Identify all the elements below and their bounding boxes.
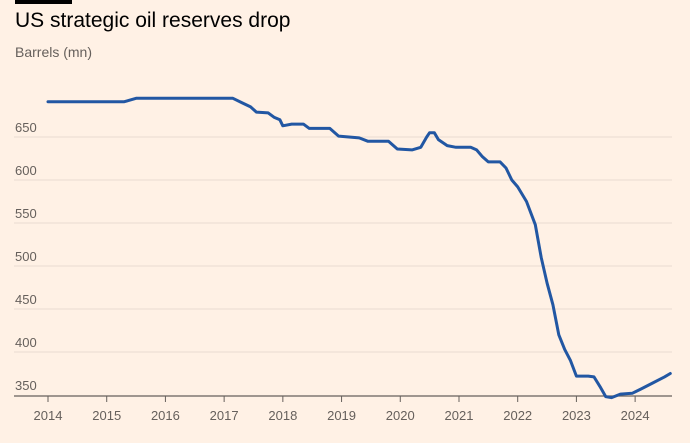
- chart-subtitle: Barrels (mn): [15, 44, 93, 60]
- series-layer: [46, 96, 672, 400]
- x-tick-label-2017: 2017: [210, 408, 239, 423]
- x-tick-label-2023: 2023: [562, 408, 591, 423]
- gridlines: [14, 136, 672, 353]
- x-tick-label-2019: 2019: [327, 408, 356, 423]
- y-tick-label-500: 500: [15, 249, 37, 264]
- x-tick-label-2022: 2022: [503, 408, 532, 423]
- x-tick-label-2021: 2021: [445, 408, 474, 423]
- y-tick-label-350: 350: [15, 378, 37, 393]
- y-tick-label-400: 400: [15, 335, 37, 350]
- x-tick-label-2020: 2020: [386, 408, 415, 423]
- y-tick-label-600: 600: [15, 163, 37, 178]
- x-tick-label-2014: 2014: [34, 408, 63, 423]
- y-tick-label-550: 550: [15, 206, 37, 221]
- x-axis-tick-labels: 2014 2015 2016 2017 2018 2019 2020 2021 2022 2023…: [34, 396, 650, 423]
- y-tick-label-450: 450: [15, 292, 37, 307]
- x-tick-label-2024: 2024: [621, 408, 650, 423]
- title-accent-bar: [15, 0, 72, 4]
- y-tick-label-650: 650: [15, 120, 37, 135]
- x-tick-label-2016: 2016: [151, 408, 180, 423]
- chart-title: US strategic oil reserves drop: [15, 9, 291, 32]
- series-line-0: [46, 96, 672, 400]
- x-tick-label-2018: 2018: [268, 408, 297, 423]
- x-tick-label-2015: 2015: [92, 408, 121, 423]
- y-axis-tick-labels: 350 400 450 500 550 600 650: [15, 120, 37, 393]
